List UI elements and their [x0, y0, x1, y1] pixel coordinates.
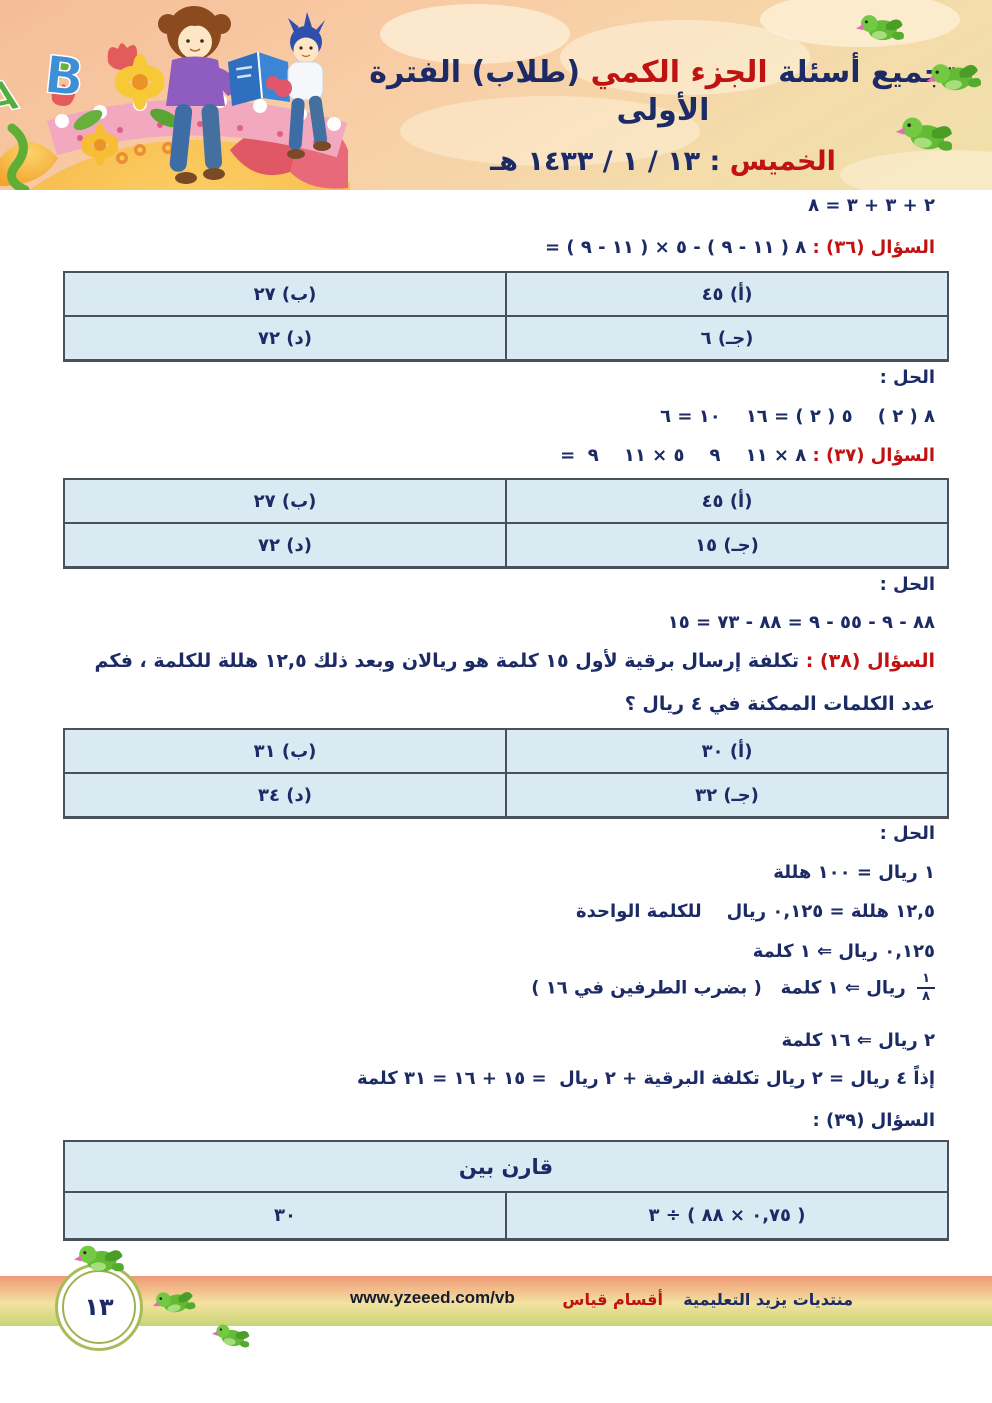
q38-option-c: (جـ) ٣٢: [505, 772, 949, 819]
table-row: قارن بين: [63, 1140, 949, 1193]
document-title: تجميع أسئلة الجزء الكمي (طلاب) الفترة ال…: [338, 54, 988, 179]
cloud-decor: [760, 0, 960, 47]
table-row: (جـ) ٣٢ (د) ٣٤: [63, 772, 949, 819]
day-label: الخميس: [729, 146, 836, 177]
q38-options-table: (أ) ٣٠ (ب) ٣١ (جـ) ٣٢ (د) ٣٤: [63, 728, 949, 819]
fraction-denominator: ٨: [922, 989, 930, 1005]
q39-compare-table: قارن بين ( ٠,٧٥ × ٨٨ ) ÷ ٣ ٣٠: [63, 1140, 949, 1241]
table-row: (جـ) ١٥ (د) ٧٢: [63, 522, 949, 569]
decor-letter-b: B: [41, 45, 87, 109]
question-38-line-1: السؤال (٣٨) : تكلفة إرسال برقية لأول ١٥ …: [57, 649, 936, 675]
table-row: (أ) ٤٥ (ب) ٢٧: [63, 271, 949, 317]
green-bird-icon: [150, 1287, 197, 1317]
question-37-label: السؤال (٣٧) :: [812, 445, 936, 466]
green-bird-icon: [74, 1245, 124, 1272]
q38-solution-line-6: إذاً ٤ ريال = ٢ ريال تكلفة البرقية + ٢ ر…: [356, 1068, 935, 1089]
title-line: تجميع أسئلة الجزء الكمي (طلاب) الفترة ال…: [338, 54, 988, 129]
question-39-label: السؤال (٣٩) :: [812, 1110, 936, 1131]
title-part-1: تجميع أسئلة: [778, 55, 957, 90]
question-37-equation: ٨ × ١١ ٩ ٥ × ١١ ٩ =: [560, 445, 813, 466]
q38-solution-line-1: ١ ريال = ١٠٠ هللة: [773, 862, 935, 883]
question-36-equation: ٨ ( ١١ - ٩ ) - ٥ × ( ١١ - ٩ ) =: [545, 237, 813, 258]
q37-option-c: (جـ) ١٥: [505, 522, 949, 569]
q38-solution-line-5: ٢ ريال ⇐ ١٦ كلمة: [781, 1030, 935, 1051]
footer-forum-name: منتديات يزيد التعليمية: [683, 1290, 853, 1309]
q38-option-a: (أ) ٣٠: [505, 728, 949, 774]
q38-solution-label: الحل :: [879, 823, 935, 844]
q36-option-a: (أ) ٤٥: [505, 271, 949, 317]
green-bird-icon: [856, 15, 904, 41]
q38-solution-line-3: ٠,١٢٥ ريال ⇐ ١ كلمة: [752, 941, 935, 962]
q37-option-d: (د) ٧٢: [63, 522, 507, 569]
q36-option-b: (ب) ٢٧: [63, 271, 507, 317]
decor-letter-a: A: [0, 70, 23, 125]
question-37-line: السؤال (٣٧) : ٨ × ١١ ٩ ٥ × ١١ ٩ =: [560, 444, 935, 468]
q37-options-table: (أ) ٤٥ (ب) ٢٧ (جـ) ١٥ (د) ٧٢: [63, 478, 949, 569]
table-row: (جـ) ٦ (د) ٧٢: [63, 315, 949, 362]
question-38-text-1: تكلفة إرسال برقية لأول ١٥ كلمة هو ريالان…: [94, 650, 806, 672]
q39-compare-header: قارن بين: [63, 1140, 949, 1193]
fraction-numerator: ١: [917, 971, 935, 990]
table-row: (أ) ٤٥ (ب) ٢٧: [63, 478, 949, 524]
green-bird-icon: [924, 58, 982, 95]
question-38-line-2: عدد الكلمات الممكنة في ٤ ريال ؟: [624, 693, 935, 715]
q37-option-a: (أ) ٤٥: [505, 478, 949, 524]
q38-option-d: (د) ٣٤: [63, 772, 507, 819]
date-line: الخميس : ١٣ / ١ / ١٤٣٣ هـ: [338, 145, 988, 179]
q36-option-c: (جـ) ٦: [505, 315, 949, 362]
page-header: A B: [0, 0, 992, 190]
q38-option-b: (ب) ٣١: [63, 728, 507, 774]
q37-solution-label: الحل :: [879, 574, 935, 595]
kids-reading-teapot-illustration: A B: [0, 6, 350, 190]
q39-expression-cell: ( ٠,٧٥ × ٨٨ ) ÷ ٣: [505, 1191, 949, 1241]
title-part-3: (طلاب): [471, 55, 581, 90]
question-38-label: السؤال (٣٨) :: [805, 650, 935, 672]
title-part-4: الفترة الأولى: [369, 55, 710, 128]
q38-solution-line-4-text: ريال ⇐ ١ كلمة ( بضرب الطرفين في ١٦ ): [531, 977, 913, 999]
cloud-decor: [380, 4, 570, 64]
green-bird-icon: [894, 115, 955, 152]
footer-qiyas-section: أقسام قياس: [562, 1290, 663, 1309]
table-row: ( ٠,٧٥ × ٨٨ ) ÷ ٣ ٣٠: [63, 1191, 949, 1241]
q36-option-d: (د) ٧٢: [63, 315, 507, 362]
cloud-decor: [400, 96, 700, 166]
page-number: ١٣: [84, 1293, 114, 1321]
q36-solution: ٨ ( ٢ ) ٥ ( ٢ ) = ١٦ ١٠ = ٦: [660, 406, 935, 427]
q36-solution-label: الحل :: [879, 367, 935, 388]
table-row: (أ) ٣٠ (ب) ٣١: [63, 728, 949, 774]
q37-option-b: (ب) ٢٧: [63, 478, 507, 524]
cloud-decor: [560, 20, 810, 95]
footer-site-link[interactable]: www.yzeeed.com/vb: [350, 1288, 515, 1307]
q39-value-cell: ٣٠: [63, 1191, 507, 1241]
question-36-label: السؤال (٣٦) :: [812, 237, 936, 258]
green-bird-icon: [210, 1323, 252, 1349]
q36-options-table: (أ) ٤٥ (ب) ٢٧ (جـ) ٦ (د) ٧٢: [63, 271, 949, 362]
q37-solution: ٨٨ - ٩ - ٥٥ - ٩ = ٨٨ - ٧٣ = ١٥: [667, 612, 935, 633]
title-part-2: الجزء الكمي: [590, 55, 768, 90]
q38-solution-line-2: ١٢,٥ هللة = ٠,١٢٥ ريال للكلمة الواحدة: [576, 901, 935, 922]
date-value: : ١٣ / ١ / ١٤٣٣ هـ: [490, 146, 721, 177]
page-number-badge: ١٣: [62, 1270, 136, 1344]
question-36-line: السؤال (٣٦) : ٨ ( ١١ - ٩ ) - ٥ × ( ١١ - …: [545, 236, 935, 260]
intro-equation: ٢ + ٣ + ٣ = ٨: [808, 195, 935, 216]
